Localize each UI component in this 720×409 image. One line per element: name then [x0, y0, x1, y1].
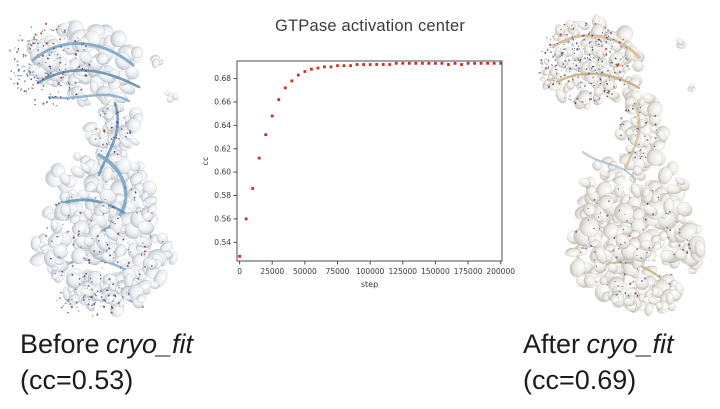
svg-text:0.60: 0.60 — [214, 168, 231, 177]
after-caption-program: cryo_fit — [586, 329, 674, 359]
before-caption-prefix: Before — [20, 329, 100, 359]
svg-text:0.54: 0.54 — [214, 238, 231, 247]
svg-text:cc: cc — [201, 157, 210, 166]
svg-text:0.56: 0.56 — [214, 214, 231, 223]
after-caption-prefix: After — [523, 329, 581, 359]
svg-text:150000: 150000 — [421, 267, 450, 276]
svg-text:0.58: 0.58 — [214, 191, 231, 200]
before-caption-program: cryo_fit — [106, 329, 194, 359]
before-caption-line1: Before cryo_fit — [20, 326, 193, 362]
chart-title: GTPase activation center — [274, 17, 466, 35]
after-caption-line1: After cryo_fit — [523, 326, 674, 362]
svg-text:200000: 200000 — [486, 267, 515, 276]
svg-text:0.66: 0.66 — [214, 98, 231, 107]
before-caption: Before cryo_fit (cc=0.53) — [20, 326, 193, 398]
svg-text:0.64: 0.64 — [214, 121, 231, 130]
svg-text:100000: 100000 — [356, 267, 385, 276]
svg-text:0: 0 — [237, 267, 242, 276]
svg-text:175000: 175000 — [454, 267, 483, 276]
svg-text:25000: 25000 — [260, 267, 284, 276]
svg-text:step: step — [361, 280, 378, 289]
svg-text:125000: 125000 — [388, 267, 417, 276]
cc-vs-step-chart: 0 25000 50000 75000 100000 125000 150000 175000… — [201, 60, 515, 289]
after-caption-cc: (cc=0.69) — [523, 365, 637, 395]
after-caption: After cryo_fit (cc=0.69) — [523, 326, 674, 398]
after-density-map — [538, 14, 706, 316]
before-caption-cc: (cc=0.53) — [20, 365, 134, 395]
svg-text:50000: 50000 — [293, 267, 317, 276]
svg-text:0.68: 0.68 — [214, 74, 231, 83]
before-density-map — [8, 20, 179, 318]
svg-text:0.62: 0.62 — [214, 144, 231, 153]
svg-text:75000: 75000 — [326, 267, 350, 276]
